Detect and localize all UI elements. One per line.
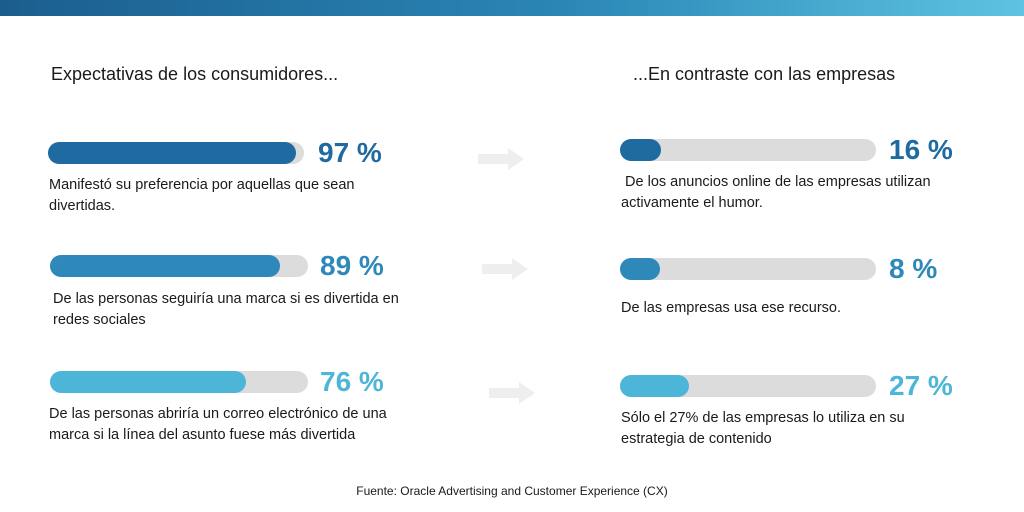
stat-description: Sólo el 27% de las empresas lo utiliza e… [621, 410, 905, 447]
percent-value: 97 % [318, 137, 382, 168]
progress-fill [620, 375, 690, 397]
percent-value: 8 % [889, 253, 938, 284]
stat-description: De las empresas usa ese recurso. [621, 300, 842, 316]
progress-track [48, 142, 304, 164]
percent-value: 16 % [889, 134, 953, 165]
percent-value: 89 % [320, 250, 384, 281]
progress-track [620, 375, 876, 397]
progress-fill [620, 258, 660, 280]
progress-fill [50, 371, 247, 393]
progress-fill [620, 139, 661, 161]
stat-description: De los anuncios online de las empresas u… [621, 174, 935, 211]
progress-track [620, 258, 876, 280]
companies-heading: ...En contraste con las empresas [633, 64, 896, 84]
arrow-right-icon [482, 258, 528, 280]
consumers-heading: Expectativas de los consumidores... [51, 64, 339, 84]
arrow-right-icon [489, 382, 535, 404]
arrow-right-icon [478, 148, 524, 170]
top-gradient-bar [0, 0, 1024, 16]
percent-value: 76 % [320, 366, 384, 397]
percent-value: 27 % [889, 370, 953, 401]
stat-description: De las personas seguiría una marca si es… [53, 291, 399, 328]
progress-track [50, 371, 308, 393]
stat-description: Manifestó su preferencia por aquellas qu… [49, 177, 355, 214]
source-footnote: Fuente: Oracle Advertising and Customer … [356, 484, 668, 498]
progress-fill [48, 142, 297, 164]
progress-track [620, 139, 876, 161]
progress-fill [50, 255, 280, 277]
stat-description: De las personas abriría un correo electr… [49, 406, 387, 443]
progress-track [50, 255, 308, 277]
